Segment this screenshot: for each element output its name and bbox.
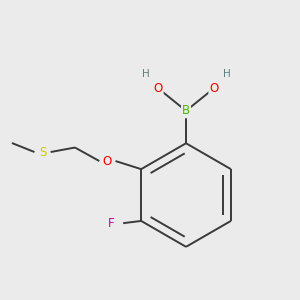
Text: F: F bbox=[108, 217, 115, 230]
Text: S: S bbox=[39, 146, 46, 158]
Text: B: B bbox=[182, 104, 190, 117]
Text: O: O bbox=[154, 82, 163, 95]
Text: O: O bbox=[103, 154, 112, 167]
Text: H: H bbox=[223, 69, 230, 79]
Text: O: O bbox=[209, 82, 219, 95]
Text: H: H bbox=[142, 69, 149, 79]
